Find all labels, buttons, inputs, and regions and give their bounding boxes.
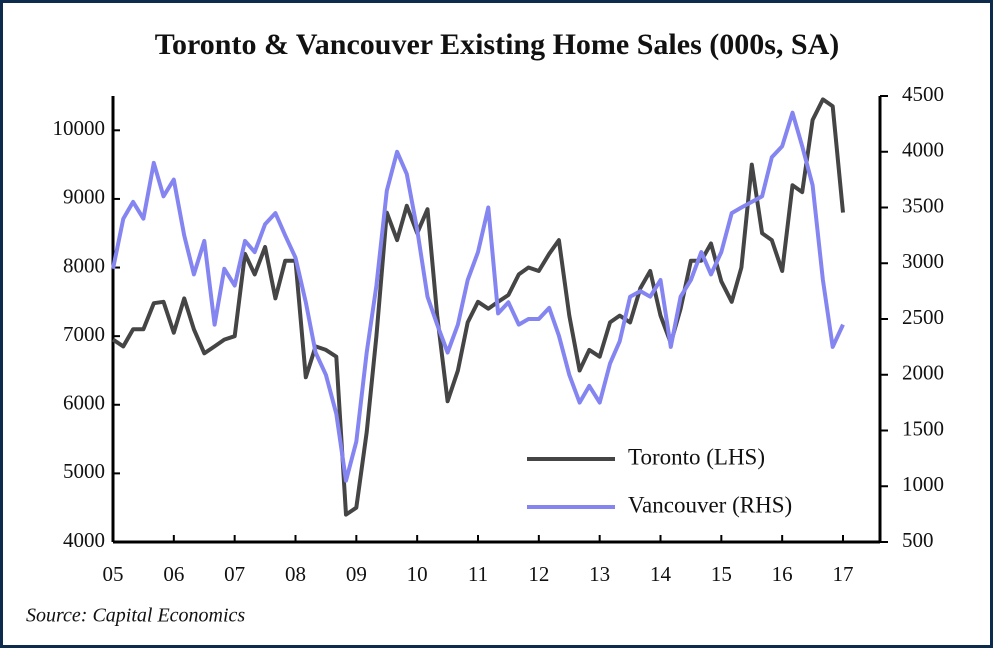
legend-label: Toronto (LHS) bbox=[628, 444, 765, 469]
y2-tick-label: 2500 bbox=[902, 305, 944, 329]
source-note: Source: Capital Economics bbox=[26, 605, 245, 627]
series-line bbox=[111, 110, 845, 483]
x-tick-label: 13 bbox=[589, 562, 610, 586]
y2-tick-label: 4000 bbox=[902, 138, 944, 162]
y-tick-label: 9000 bbox=[63, 185, 105, 209]
y2-tick-label: 2000 bbox=[902, 361, 944, 385]
x-tick-label: 16 bbox=[772, 562, 793, 586]
y-tick-label: 7000 bbox=[63, 322, 105, 346]
y-tick-label: 4000 bbox=[63, 528, 105, 552]
chart-title: Toronto & Vancouver Existing Home Sales … bbox=[155, 28, 840, 61]
legend-label: Vancouver (RHS) bbox=[628, 492, 792, 517]
y2-tick-label: 1000 bbox=[902, 472, 944, 496]
y-tick-label: 10000 bbox=[53, 116, 106, 140]
x-tick-label: 07 bbox=[224, 562, 245, 586]
x-tick-label: 15 bbox=[711, 562, 732, 586]
y2-tick-label: 1500 bbox=[902, 416, 944, 440]
series-line bbox=[111, 97, 845, 517]
x-tick-label: 05 bbox=[103, 562, 124, 586]
x-tick-label: 17 bbox=[833, 562, 854, 586]
y2-tick-label: 3000 bbox=[902, 249, 944, 273]
x-tick-label: 10 bbox=[407, 562, 428, 586]
x-tick-label: 09 bbox=[346, 562, 367, 586]
x-tick-label: 14 bbox=[650, 562, 672, 586]
y-tick-label: 8000 bbox=[63, 253, 105, 277]
x-tick-label: 12 bbox=[528, 562, 549, 586]
y-tick-label: 5000 bbox=[63, 459, 105, 483]
x-tick-label: 06 bbox=[163, 562, 184, 586]
y-tick-label: 6000 bbox=[63, 391, 105, 415]
y2-tick-label: 4500 bbox=[902, 82, 944, 106]
x-tick-label: 08 bbox=[285, 562, 306, 586]
y2-tick-label: 3500 bbox=[902, 193, 944, 217]
y2-tick-label: 500 bbox=[902, 528, 934, 552]
x-tick-label: 11 bbox=[468, 562, 488, 586]
